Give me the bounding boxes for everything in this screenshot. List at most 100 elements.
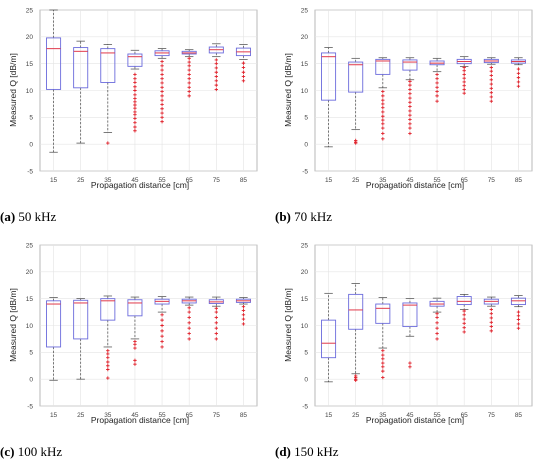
outlier-marker: [462, 313, 466, 317]
outlier-marker: [160, 329, 164, 333]
outlier-marker: [133, 129, 137, 133]
chart-a-xlabel: Propagation distance [cm]: [91, 180, 189, 190]
chart-d-xlabel: Propagation distance [cm]: [366, 415, 464, 425]
outlier-marker: [462, 72, 466, 77]
outlier-marker: [381, 137, 385, 141]
outlier-marker: [462, 317, 466, 321]
outlier-marker: [516, 314, 521, 318]
x-tick-label: 35: [104, 177, 112, 184]
box-plot-35: [375, 297, 391, 380]
y-tick-label: 5: [304, 350, 308, 357]
outlier-marker: [187, 68, 191, 72]
outlier-marker: [106, 141, 110, 145]
outlier-marker: [106, 367, 110, 372]
outlier-marker: [214, 321, 219, 325]
outlier-marker: [489, 316, 494, 320]
box-plot-45: [402, 57, 418, 136]
box-plot-45: [402, 298, 418, 369]
outlier-marker: [133, 339, 137, 344]
outlier-marker: [187, 326, 191, 330]
y-tick-label: 15: [26, 61, 34, 68]
x-tick-label: 55: [433, 412, 441, 419]
outlier-marker: [160, 68, 164, 72]
outlier-marker: [214, 61, 219, 66]
outlier-marker: [435, 76, 439, 81]
outlier-marker: [160, 85, 164, 89]
outlier-marker: [489, 95, 494, 99]
y-tick-label: 15: [26, 296, 34, 303]
box-plot-65: [456, 56, 472, 95]
outlier-marker: [187, 56, 191, 60]
outlier-marker: [187, 310, 191, 314]
caption-b: (b) 70 kHz: [275, 209, 332, 225]
outlier-marker: [381, 357, 385, 361]
y-tick-label: -5: [27, 168, 33, 175]
chart-panel-d: Propagation distance [cm] Measured Q [dB…: [275, 235, 550, 470]
outlier-marker: [408, 83, 412, 87]
x-tick-label: 75: [488, 177, 496, 184]
outlier-marker: [214, 326, 219, 330]
outlier-marker: [106, 352, 110, 356]
outlier-marker: [408, 122, 412, 126]
outlier-marker: [160, 318, 164, 322]
outlier-marker: [160, 111, 164, 115]
outlier-marker: [160, 345, 164, 349]
outlier-marker: [381, 131, 385, 136]
outlier-marker: [435, 89, 439, 94]
outlier-marker: [133, 110, 137, 114]
x-tick-label: 45: [406, 177, 414, 184]
outlier-marker: [489, 82, 494, 86]
outlier-marker: [381, 349, 385, 353]
outlier-marker: [106, 349, 110, 353]
outlier-marker: [381, 126, 385, 130]
box-plot-45: [127, 296, 143, 366]
outlier-marker: [160, 334, 164, 338]
box-plot-25: [73, 298, 89, 380]
iqr-box: [375, 58, 391, 75]
outlier-marker: [160, 339, 164, 344]
box-plot-75: [208, 43, 224, 92]
outlier-marker: [160, 72, 164, 77]
outlier-marker: [489, 320, 494, 324]
outlier-marker: [160, 89, 164, 94]
box-plot-55: [154, 48, 170, 124]
outlier-marker: [133, 93, 137, 97]
outlier-marker: [489, 307, 494, 312]
outlier-marker: [462, 65, 466, 70]
y-tick-label: 10: [26, 88, 34, 95]
outlier-marker: [187, 331, 191, 336]
outlier-marker: [408, 113, 412, 117]
outlier-marker: [435, 99, 439, 103]
box-plot-75: [483, 296, 499, 333]
outlier-marker: [241, 308, 246, 313]
outlier-marker: [160, 76, 164, 81]
outlier-marker: [133, 121, 137, 125]
y-tick-label: 0: [29, 376, 33, 383]
chart-panel-c: Propagation distance [cm] Measured Q [dB…: [0, 235, 275, 470]
outlier-marker: [241, 74, 246, 79]
outlier-marker: [408, 109, 412, 113]
y-tick-label: 0: [304, 141, 308, 148]
box-plot-45: [127, 49, 143, 133]
outlier-marker: [462, 91, 466, 95]
outlier-marker: [133, 125, 137, 129]
iqr-box: [402, 59, 418, 71]
y-tick-label: 10: [301, 88, 309, 95]
y-tick-label: 25: [26, 242, 34, 249]
outlier-marker: [489, 65, 494, 70]
outlier-marker: [241, 70, 246, 74]
box-plot-85: [510, 295, 526, 330]
x-tick-label: 25: [352, 177, 360, 184]
outlier-marker: [489, 311, 494, 316]
x-tick-label: 85: [515, 412, 523, 419]
outlier-marker: [241, 322, 246, 326]
plot-area: -5 0 5 10 15 20 25 15 25 35 45 55 65 75 85: [26, 242, 258, 419]
chart-d-svg: Propagation distance [cm] Measured Q [dB…: [283, 242, 533, 425]
outlier-marker: [353, 138, 358, 143]
outlier-marker: [489, 324, 494, 329]
caption-a: (a) 50 kHz: [0, 209, 56, 225]
box-plot-15: [321, 47, 337, 148]
box-plot-25: [73, 40, 89, 144]
outlier-marker: [187, 81, 191, 85]
outlier-marker: [214, 83, 219, 87]
